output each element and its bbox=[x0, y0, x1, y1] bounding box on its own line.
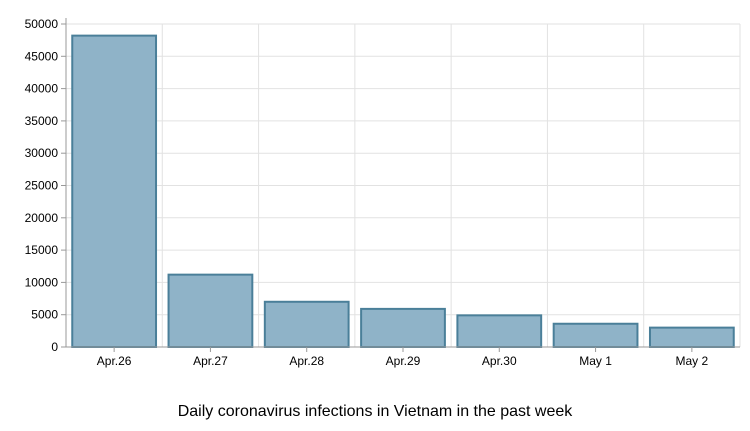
chart-title: Daily coronavirus infections in Vietnam … bbox=[177, 403, 573, 420]
y-tick-label: 5000 bbox=[31, 308, 58, 322]
y-tick-label: 25000 bbox=[25, 179, 59, 193]
grid-lines bbox=[66, 23, 741, 347]
y-tick-label: 45000 bbox=[25, 49, 59, 63]
bar-chart: 0 5000 10000 15000 20000 25000 30000 35000 40000… bbox=[25, 17, 741, 368]
y-axis-ticks: 0 5000 10000 15000 20000 25000 30000 35000 40000… bbox=[25, 17, 59, 354]
bar-apr-30 bbox=[456, 314, 543, 349]
bar-apr-28 bbox=[263, 300, 350, 348]
x-tick-label: Apr.30 bbox=[482, 354, 517, 368]
bar-may-1 bbox=[552, 322, 639, 348]
y-tick-label: 20000 bbox=[25, 211, 59, 225]
bar-apr-26 bbox=[71, 34, 158, 349]
x-tick-label: May 1 bbox=[579, 354, 612, 368]
y-tick-label: 35000 bbox=[25, 114, 59, 128]
y-tick-label: 30000 bbox=[25, 146, 59, 160]
x-tick-label: Apr.26 bbox=[97, 354, 132, 368]
x-axis-ticks: Apr.26 Apr.27 Apr.28 Apr.29 Apr.30 May 1 May 2 bbox=[97, 354, 709, 368]
y-tick-label: 0 bbox=[51, 340, 58, 354]
y-tick-label: 50000 bbox=[25, 17, 59, 31]
x-tick-label: Apr.27 bbox=[193, 354, 228, 368]
x-tick-label: Apr.28 bbox=[289, 354, 324, 368]
bar-apr-27 bbox=[167, 273, 254, 349]
y-tick-label: 10000 bbox=[25, 275, 59, 289]
y-tick-label: 15000 bbox=[25, 243, 59, 257]
bar-may-2 bbox=[648, 326, 735, 348]
y-tick-label: 40000 bbox=[25, 82, 59, 96]
axes bbox=[61, 18, 740, 352]
bar-apr-29 bbox=[360, 307, 446, 348]
x-tick-label: Apr.29 bbox=[386, 354, 421, 368]
bars bbox=[71, 34, 735, 349]
x-tick-label: May 2 bbox=[676, 354, 709, 368]
